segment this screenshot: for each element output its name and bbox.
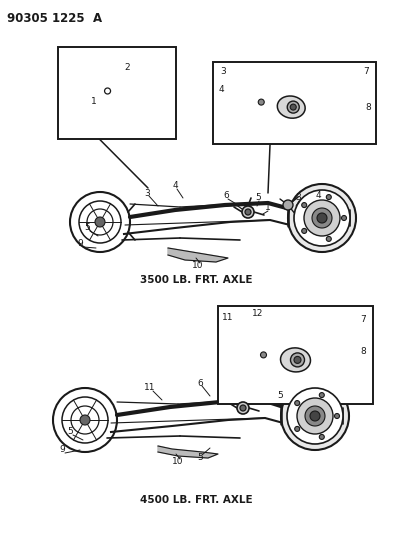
Polygon shape <box>158 446 218 458</box>
Text: 3500 LB. FRT. AXLE: 3500 LB. FRT. AXLE <box>140 275 252 285</box>
Circle shape <box>288 184 356 252</box>
Circle shape <box>326 237 331 241</box>
Circle shape <box>283 200 293 210</box>
Circle shape <box>319 393 324 398</box>
Text: 5: 5 <box>67 427 73 437</box>
Circle shape <box>290 353 305 367</box>
Text: 5: 5 <box>84 223 90 232</box>
Text: 9: 9 <box>77 239 83 248</box>
Polygon shape <box>168 248 228 262</box>
Circle shape <box>310 411 320 421</box>
Bar <box>58 47 176 139</box>
Circle shape <box>295 426 300 431</box>
Circle shape <box>319 434 324 439</box>
Circle shape <box>290 104 296 110</box>
Text: 4: 4 <box>218 85 224 94</box>
Circle shape <box>312 208 332 228</box>
Circle shape <box>240 405 246 411</box>
Bar <box>213 62 376 144</box>
Ellipse shape <box>277 96 305 118</box>
Text: 10: 10 <box>192 262 204 271</box>
Circle shape <box>245 209 251 215</box>
Text: 6: 6 <box>223 191 229 200</box>
Circle shape <box>294 190 350 246</box>
Ellipse shape <box>281 348 310 372</box>
Text: 8: 8 <box>365 103 371 112</box>
Circle shape <box>281 382 349 450</box>
Circle shape <box>342 215 347 221</box>
Text: 5: 5 <box>197 454 203 463</box>
Circle shape <box>302 229 307 233</box>
Text: 3: 3 <box>295 193 301 203</box>
Text: 3: 3 <box>144 189 150 198</box>
Text: 1: 1 <box>265 204 271 213</box>
Circle shape <box>295 401 300 406</box>
Circle shape <box>258 99 264 105</box>
Text: A: A <box>93 12 102 25</box>
Text: 11: 11 <box>222 313 234 322</box>
Circle shape <box>287 101 299 113</box>
Text: 9: 9 <box>59 446 65 455</box>
Text: 1: 1 <box>91 96 96 106</box>
Circle shape <box>287 388 343 444</box>
Text: 3: 3 <box>220 68 226 77</box>
Text: 12: 12 <box>252 310 264 319</box>
Text: 4: 4 <box>172 182 178 190</box>
Circle shape <box>305 406 325 426</box>
Circle shape <box>237 402 249 414</box>
Text: 10: 10 <box>172 457 184 466</box>
Circle shape <box>334 414 340 418</box>
Circle shape <box>326 195 331 199</box>
Circle shape <box>95 217 105 227</box>
Bar <box>218 306 373 404</box>
Circle shape <box>261 352 266 358</box>
Text: 4500 LB. FRT. AXLE: 4500 LB. FRT. AXLE <box>140 495 252 505</box>
Circle shape <box>80 415 90 425</box>
Text: 8: 8 <box>360 348 366 357</box>
Circle shape <box>297 398 333 434</box>
Text: 7: 7 <box>360 316 366 325</box>
Text: 6: 6 <box>197 378 203 387</box>
Circle shape <box>304 200 340 236</box>
Circle shape <box>294 357 301 364</box>
Circle shape <box>317 213 327 223</box>
Text: 11: 11 <box>144 384 156 392</box>
Circle shape <box>242 206 254 218</box>
Text: 2: 2 <box>125 63 130 72</box>
Text: 4: 4 <box>315 191 321 200</box>
Text: 7: 7 <box>363 68 369 77</box>
Text: 90305 1225: 90305 1225 <box>7 12 84 25</box>
Text: 5: 5 <box>255 193 261 203</box>
Text: 5: 5 <box>277 392 283 400</box>
Circle shape <box>302 203 307 207</box>
